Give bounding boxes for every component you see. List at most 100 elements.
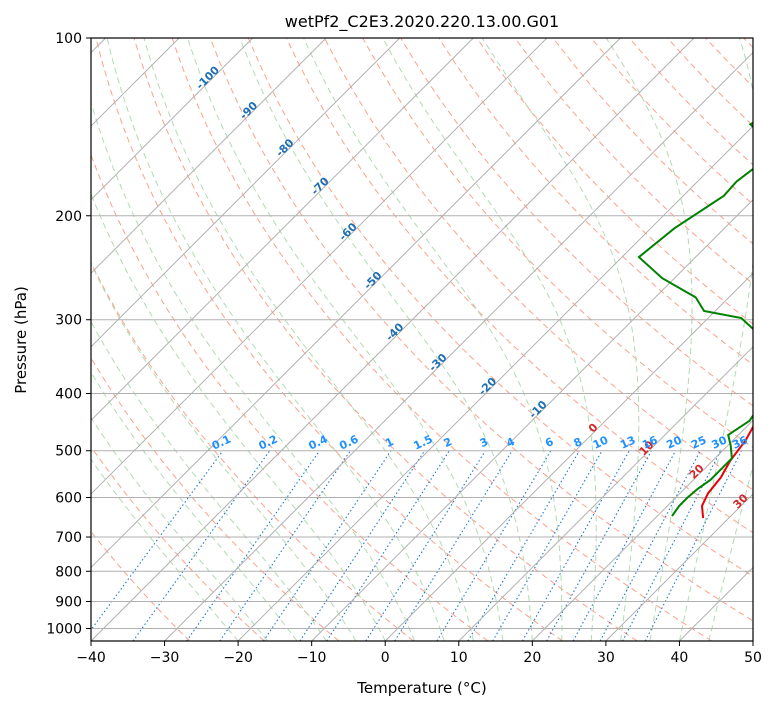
dry-adiabat-line xyxy=(91,153,489,641)
mixing-ratio-line xyxy=(522,450,630,641)
dry-adiabat-label: -100 xyxy=(193,63,222,92)
isotherm-line xyxy=(384,272,753,641)
moist-adiabat-line xyxy=(303,38,563,641)
x-tick-label: −30 xyxy=(150,650,180,666)
moist-adiabat-line xyxy=(605,38,693,641)
mixing-ratio-label: 20 xyxy=(664,433,684,451)
moist-adiabat-line xyxy=(91,192,386,641)
dry-adiabat-label: -60 xyxy=(336,220,359,243)
mixing-ratio-label: 36 xyxy=(730,433,750,451)
isotherm-line xyxy=(531,419,753,641)
x-tick-label: 20 xyxy=(523,650,541,666)
dry-adiabat-line xyxy=(91,261,414,641)
mixing-ratio-label: 0.6 xyxy=(337,432,360,452)
y-tick-label: 400 xyxy=(55,387,82,403)
dry-adiabat-label: -70 xyxy=(309,174,332,197)
isotherm-line xyxy=(458,346,753,641)
x-tick-label: 50 xyxy=(744,650,762,666)
dry-adiabat-line xyxy=(285,38,753,534)
y-tick-label: 500 xyxy=(55,444,82,460)
dry-adiabat-line xyxy=(171,38,713,641)
dry-adiabat-line xyxy=(91,445,265,641)
mixing-ratio-label: 0.4 xyxy=(307,432,330,452)
moist-adiabat-line xyxy=(91,416,268,641)
dry-adiabat-label: -20 xyxy=(476,375,499,398)
isotherm-line xyxy=(91,38,254,201)
mixing-ratio-label: 10 xyxy=(591,433,611,451)
mixing-ratio-label: 13 xyxy=(618,433,637,451)
moist-adiabat-line xyxy=(708,464,753,641)
moist-adiabat-line xyxy=(678,38,753,641)
mixing-ratio-line xyxy=(299,450,426,641)
dry-adiabat-label: -90 xyxy=(237,99,260,122)
dry-adiabat-line xyxy=(552,38,753,245)
plot-area: -100-90-80-70-60-50-40-30-20-10010203040… xyxy=(91,38,753,641)
mixing-ratio-label: 1 xyxy=(383,435,395,450)
y-tick-label: 700 xyxy=(55,530,82,546)
x-tick-label: −10 xyxy=(297,650,327,666)
dry-adiabat-line xyxy=(247,38,753,577)
moist-adiabat-line xyxy=(187,38,504,641)
mixing-ratio-line xyxy=(132,450,271,641)
dry-adiabat-line xyxy=(91,356,340,641)
mixing-ratio-line xyxy=(436,450,552,641)
mixing-ratio-line xyxy=(326,450,450,641)
isotherm-line xyxy=(91,38,621,569)
isotherm-line xyxy=(752,640,753,641)
mixing-ratio-label: 3 xyxy=(478,435,490,450)
dry-adiabat-label: -80 xyxy=(273,136,296,159)
plot-frame xyxy=(90,37,754,642)
mixing-ratio-line xyxy=(219,450,351,641)
isotherm-line xyxy=(91,38,327,274)
x-axis: −40 −30 −20 −10 0 10 20 30 40 50 xyxy=(76,641,762,666)
moist-adiabat-line xyxy=(91,371,298,641)
isotherm-line xyxy=(605,493,753,641)
mixing-ratio-line xyxy=(546,450,652,641)
isotherm-line xyxy=(91,38,695,641)
dry-adiabat-line xyxy=(324,38,753,491)
mixing-ratio-label: 16 xyxy=(640,433,660,451)
mixing-ratio-label: 30 xyxy=(710,433,730,451)
mixing-ratio-line xyxy=(492,450,603,641)
y-tick-label: 200 xyxy=(55,209,82,225)
mixing-ratio-label: 0.2 xyxy=(257,433,280,453)
dry-adiabat-label: 20 xyxy=(687,462,707,482)
mixing-ratio-line xyxy=(467,450,580,641)
mixing-ratio-label: 0.1 xyxy=(210,433,233,453)
y-tick-label: 300 xyxy=(55,313,82,329)
mixing-ratio-line xyxy=(186,450,321,641)
dry-adiabat-label: -10 xyxy=(526,398,549,421)
y-axis-title: Pressure (hPa) xyxy=(12,286,30,394)
moist-adiabat-line xyxy=(106,38,445,641)
y-tick-label: 600 xyxy=(55,490,82,506)
mixing-ratio-label: 8 xyxy=(572,435,584,450)
isotherm-line xyxy=(237,125,753,641)
chart-title: wetPf2_C2E3.2020.220.13.00.G01 xyxy=(285,12,559,32)
moist-adiabat-line xyxy=(239,38,533,641)
dry-adiabat-label: -50 xyxy=(361,269,384,292)
dry-adiabat-line xyxy=(590,38,753,205)
dry-adiabat-label: 30 xyxy=(731,491,751,511)
dry-adiabat-line xyxy=(438,38,753,366)
x-tick-label: 0 xyxy=(381,650,390,666)
y-tick-label: 100 xyxy=(55,31,82,47)
x-tick-label: 30 xyxy=(597,650,615,666)
y-tick-label: 1000 xyxy=(46,621,82,637)
mixing-ratio-label: 6 xyxy=(543,435,556,450)
dry-adiabat-line xyxy=(743,38,753,49)
mixing-ratio-line xyxy=(394,450,513,641)
x-tick-label: 40 xyxy=(671,650,689,666)
mixing-ratio-line xyxy=(263,450,392,641)
dry-adiabat-label: -30 xyxy=(426,351,449,374)
dry-adiabat-line xyxy=(667,38,753,127)
mixing-ratio-line xyxy=(91,450,224,631)
x-tick-label: 10 xyxy=(450,650,468,666)
dry-adiabat-line xyxy=(209,38,753,622)
isotherm-line xyxy=(679,566,753,641)
y-tick-label: 900 xyxy=(55,594,82,610)
y-tick-label: 800 xyxy=(55,564,82,580)
mixing-ratio-line xyxy=(599,450,701,641)
mixing-ratio-line xyxy=(572,450,677,641)
x-axis-title: Temperature (°C) xyxy=(356,679,486,697)
